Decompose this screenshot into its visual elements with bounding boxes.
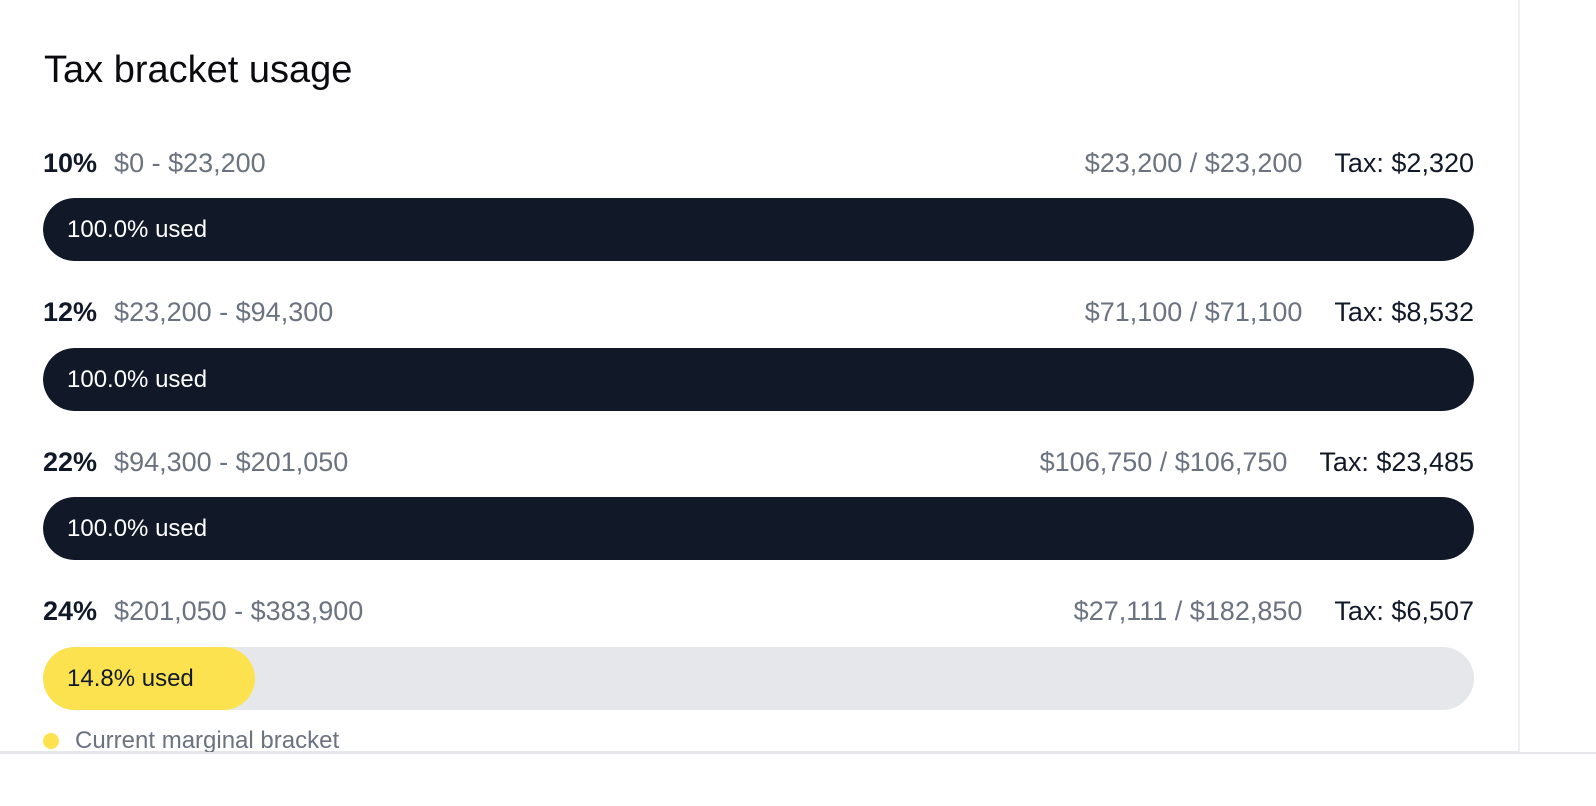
- progress-track: 14.8% used: [43, 646, 1474, 710]
- bracket-info: 10% $0 - $23,200: [43, 148, 266, 179]
- bracket-rate: 22%: [43, 446, 98, 477]
- progress-track: 100.0% used: [43, 198, 1474, 261]
- legend-dot: [43, 733, 59, 749]
- divider: [0, 752, 1596, 754]
- bracket-rate: 12%: [43, 297, 98, 327]
- bracket-amounts: $106,750 / $106,750 Tax: $23,485: [1040, 447, 1474, 478]
- bracket-range: $201,050 - $383,900: [114, 596, 364, 626]
- bracket-usage: $23,200 / $23,200: [1084, 147, 1303, 178]
- bracket-info: 12% $23,200 - $94,300: [43, 297, 333, 328]
- bracket-usage: $71,100 / $71,100: [1084, 297, 1303, 327]
- progress-label: 100.0% used: [67, 515, 208, 542]
- bracket-usage: $106,750 / $106,750: [1039, 446, 1288, 477]
- bracket-amounts: $23,200 / $23,200 Tax: $2,320: [1085, 148, 1474, 179]
- bracket-header: 12% $23,200 - $94,300 $71,100 / $71,100 Tax…: [43, 295, 1474, 331]
- bracket-rate: 24%: [43, 596, 98, 626]
- progress-fill: [43, 347, 1474, 411]
- bracket-tax: Tax: $6,507: [1334, 596, 1474, 626]
- progress-label: 14.8% used: [67, 664, 194, 692]
- bracket-amounts: $71,100 / $71,100 Tax: $8,532: [1085, 297, 1474, 328]
- bracket-header: 22% $94,300 - $201,050 $106,750 / $106,750…: [43, 444, 1474, 480]
- progress-label: 100.0% used: [67, 365, 208, 393]
- progress-track: 100.0% used: [43, 497, 1474, 560]
- progress-track: 100.0% used: [43, 347, 1474, 411]
- bracket-row: 22% $94,300 - $201,050 $106,750 / $106,750…: [43, 444, 1474, 564]
- bracket-range: $94,300 - $201,050: [114, 446, 349, 477]
- bracket-row: 24% $201,050 - $383,900 $27,111 / $182,850…: [43, 594, 1474, 714]
- progress-fill: [43, 198, 1474, 261]
- bracket-row: 10% $0 - $23,200 $23,200 / $23,200 Tax: $2,…: [43, 145, 1474, 265]
- bracket-header: 10% $0 - $23,200 $23,200 / $23,200 Tax: $2,…: [43, 145, 1474, 181]
- bracket-info: 24% $201,050 - $383,900: [43, 596, 363, 627]
- bracket-rate: 10%: [43, 147, 98, 178]
- bracket-tax: Tax: $2,320: [1334, 147, 1474, 178]
- bracket-info: 22% $94,300 - $201,050: [43, 447, 348, 478]
- bracket-range: $0 - $23,200: [114, 147, 266, 178]
- bracket-tax: Tax: $23,485: [1319, 446, 1474, 477]
- bracket-amounts: $27,111 / $182,850 Tax: $6,507: [1074, 596, 1474, 627]
- card: Tax bracket usage 10% $0 - $23,200 $23,200…: [0, 0, 1520, 755]
- progress-fill: [43, 497, 1474, 560]
- bracket-tax: Tax: $8,532: [1334, 297, 1474, 327]
- progress-label: 100.0% used: [67, 216, 208, 243]
- bracket-usage: $27,111 / $182,850: [1073, 596, 1303, 626]
- card-title: Tax bracket usage: [44, 49, 353, 91]
- bracket-range: $23,200 - $94,300: [114, 297, 334, 327]
- legend-label: Current marginal bracket: [75, 727, 340, 754]
- bracket-header: 24% $201,050 - $383,900 $27,111 / $182,850…: [43, 594, 1474, 630]
- legend: Current marginal bracket: [43, 727, 339, 755]
- bracket-row: 12% $23,200 - $94,300 $71,100 / $71,100 Tax…: [43, 295, 1474, 415]
- progress-fill: [43, 646, 255, 710]
